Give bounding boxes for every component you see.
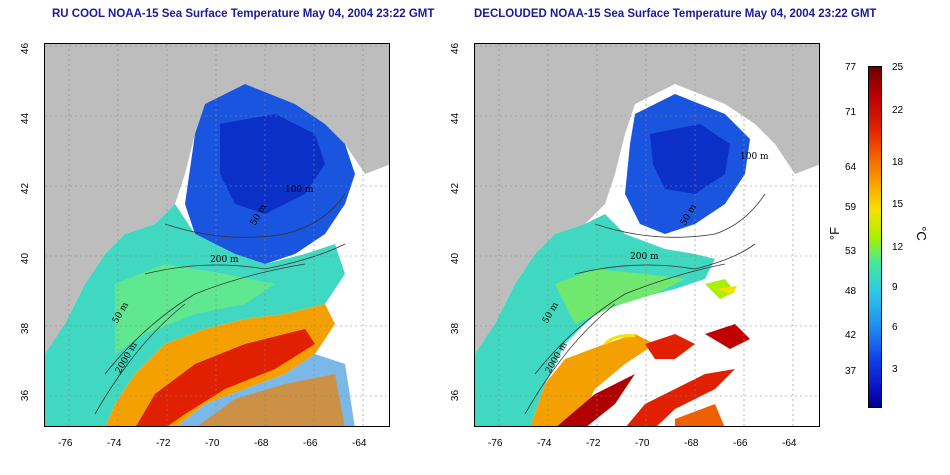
celsius-tick: 9 [892,282,898,293]
fahrenheit-unit-label: °F [827,226,843,241]
shelf-water [475,214,715,426]
fahrenheit-tick: 59 [845,202,857,213]
lat-tick-label: 36 [450,389,462,402]
contour-label: 200 m [210,255,239,265]
left-map-title: RU COOL NOAA-15 Sea Surface Temperature … [52,8,435,20]
right-map-canvas: 100 m 50 m 200 m 50 m 2000 m [475,44,819,426]
lon-tick-label: -68 [684,438,699,449]
lon-tick-label: -74 [107,438,122,449]
fahrenheit-tick: 64 [845,162,857,173]
lon-tick-label: -64 [352,438,367,449]
lon-tick-label: -70 [635,438,650,449]
fahrenheit-tick: 71 [845,107,857,118]
fahrenheit-tick: 42 [845,330,857,341]
fahrenheit-tick: 53 [845,246,857,257]
lat-tick-label: 40 [20,252,32,265]
lat-tick-label: 46 [450,42,462,55]
contour-label: 200 m [630,252,659,262]
lat-tick-label: 44 [20,112,32,125]
land-mass [475,44,819,354]
fahrenheit-tick: 77 [845,62,857,73]
gulf-stream-warm [530,334,655,426]
left-sst-map: 100 m 50 m 200 m 50 m 2000 m [44,43,390,427]
celsius-tick: 18 [892,157,904,168]
lon-tick-label: -66 [733,438,748,449]
lat-tick-label: 42 [450,182,462,195]
land-mass [45,44,389,354]
celsius-tick: 22 [892,105,904,116]
lon-tick-label: -72 [156,438,171,449]
lon-tick-label: -74 [537,438,552,449]
shelf-water [45,204,345,426]
right-sst-map: 100 m 50 m 200 m 50 m 2000 m [474,43,820,427]
lat-tick-label: 38 [20,322,32,335]
fahrenheit-tick: 48 [845,286,857,297]
temperature-colorbar [868,66,882,408]
lon-tick-label: -66 [303,438,318,449]
celsius-tick: 3 [892,364,898,375]
celsius-tick: 25 [892,62,904,73]
contour-label: 100 m [285,185,314,195]
lat-tick-label: 44 [450,112,462,125]
lat-tick-label: 38 [450,322,462,335]
left-map-canvas: 100 m 50 m 200 m 50 m 2000 m [45,44,389,426]
lat-tick-label: 36 [20,389,32,402]
right-map-title: DECLOUDED NOAA-15 Sea Surface Temperatur… [474,8,877,20]
celsius-tick: 12 [892,242,904,253]
lat-tick-label: 40 [450,252,462,265]
lon-tick-label: -68 [254,438,269,449]
lon-tick-label: -76 [58,438,73,449]
lat-tick-label: 46 [20,42,32,55]
contour-label: 100 m [740,152,769,162]
celsius-tick: 15 [892,199,904,210]
lon-tick-label: -64 [782,438,797,449]
lon-tick-label: -70 [205,438,220,449]
fahrenheit-tick: 37 [845,366,857,377]
lon-tick-label: -76 [488,438,503,449]
celsius-tick: 6 [892,322,898,333]
lon-tick-label: -72 [586,438,601,449]
celsius-unit-label: °C [913,226,929,241]
lat-tick-label: 42 [20,182,32,195]
